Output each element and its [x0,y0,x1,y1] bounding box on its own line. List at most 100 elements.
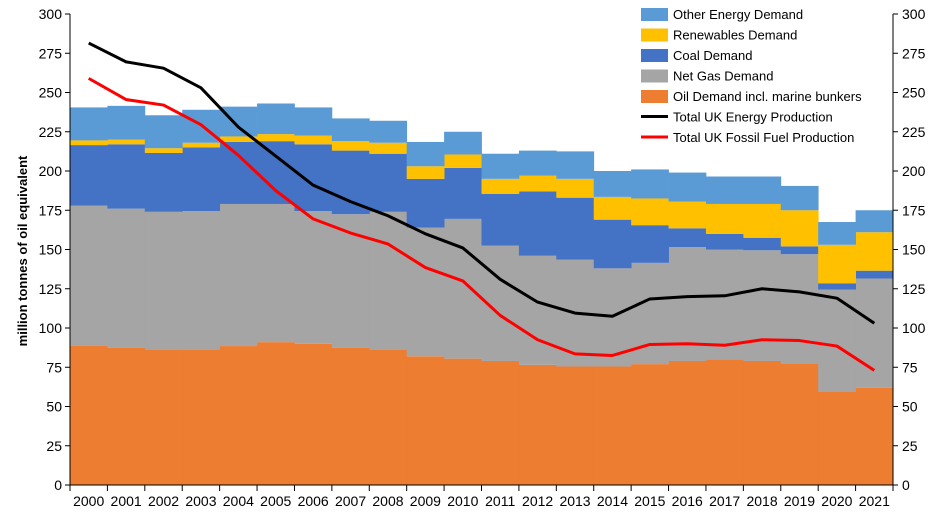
legend-label: Total UK Energy Production [673,110,833,125]
bar-other-energy-demand-2008 [369,120,408,143]
bar-coal-demand-2021 [855,270,894,279]
bar-net-gas-demand-2003 [182,211,221,350]
x-tick-label: 2021 [859,493,890,509]
x-tick-label: 2005 [260,493,291,509]
bar-renewables-demand-2015 [631,198,669,226]
bar-other-energy-demand-2011 [481,153,520,179]
bar-coal-demand-2012 [518,191,557,256]
bar-other-energy-demand-2000 [70,107,108,141]
legend-swatch [641,28,668,42]
series-coal-demand [70,141,894,290]
x-tick-label: 2020 [821,493,852,509]
y-tick-label-left: 300 [39,6,63,22]
bar-renewables-demand-2019 [780,210,819,247]
bar-renewables-demand-2002 [144,148,183,153]
y-tick-label-left: 175 [39,202,63,218]
x-tick-label: 2009 [410,493,441,509]
bar-oil-demand-incl-marine-bunkers-2019 [780,363,819,485]
bar-other-energy-demand-2005 [257,103,295,135]
bar-renewables-demand-2012 [518,175,557,192]
bar-coal-demand-2018 [743,237,782,251]
line-total-uk-energy-production [88,41,876,325]
bar-net-gas-demand-2004 [219,203,258,347]
bar-oil-demand-incl-marine-bunkers-2006 [294,343,333,485]
legend-label: Other Energy Demand [673,7,803,22]
bar-coal-demand-2011 [481,193,520,246]
bar-renewables-demand-2010 [444,154,482,168]
bar-oil-demand-incl-marine-bunkers-2009 [406,356,445,485]
legend-swatch [641,69,668,83]
y-tick-label-right: 125 [902,281,926,297]
bar-renewables-demand-2000 [70,140,108,146]
y-tick-label-left: 125 [39,281,63,297]
x-tick-label: 2004 [223,493,254,509]
bar-renewables-demand-2006 [294,135,333,145]
y-tick-label-right: 50 [902,399,918,415]
bar-other-energy-demand-2012 [518,150,557,176]
legend-swatch [641,49,668,62]
bar-coal-demand-2006 [294,144,333,212]
legend-item-coal-demand: Coal Demand [641,48,753,63]
bar-oil-demand-incl-marine-bunkers-2011 [481,360,520,485]
series-other-energy-demand [70,103,894,245]
bar-oil-demand-incl-marine-bunkers-2015 [631,364,669,485]
bar-oil-demand-incl-marine-bunkers-2002 [144,349,183,485]
legend: Other Energy Demand Renewables Demand Coal… [641,7,862,145]
bar-net-gas-demand-2017 [705,249,744,360]
x-tick-label: 2014 [597,493,628,509]
bar-net-gas-demand-2009 [406,227,445,357]
bar-other-energy-demand-2018 [743,176,782,204]
bar-renewables-demand-2009 [406,166,445,179]
bar-oil-demand-incl-marine-bunkers-2001 [107,347,146,486]
bar-coal-demand-2017 [705,233,744,250]
bar-other-energy-demand-2004 [219,106,258,137]
x-tick-label: 2011 [485,493,515,509]
x-tick-label: 2016 [672,493,703,509]
y-tick-label-left: 25 [46,438,62,454]
bar-coal-demand-2008 [369,153,408,212]
bar-net-gas-demand-2021 [855,278,894,388]
bar-net-gas-demand-2001 [107,208,146,348]
bar-net-gas-demand-2018 [743,250,782,361]
bar-other-energy-demand-2019 [780,185,819,211]
legend-item-renewables-demand: Renewables Demand [641,28,797,43]
bar-oil-demand-incl-marine-bunkers-2000 [70,345,108,485]
bar-other-energy-demand-2007 [331,118,370,142]
y-tick-label-right: 25 [902,438,918,454]
y-tick-label-right: 300 [902,6,926,22]
y-tick-label-right: 75 [902,359,918,375]
x-tick-label: 2003 [185,493,216,509]
legend-item-total-uk-fossil-fuel-production: Total UK Fossil Fuel Production [641,130,854,145]
y-axis-title: million tonnes of oil equivalent [15,155,30,346]
bar-other-energy-demand-2014 [593,171,632,197]
bar-other-energy-demand-2009 [406,141,445,167]
bar-oil-demand-incl-marine-bunkers-2007 [331,347,370,486]
y-tick-label-right: 225 [902,124,926,140]
bar-renewables-demand-2018 [743,203,782,238]
bar-net-gas-demand-2010 [444,218,482,359]
x-tick-label: 2018 [746,493,777,509]
bar-oil-demand-incl-marine-bunkers-2020 [818,391,856,485]
bar-coal-demand-2010 [444,167,482,219]
y-tick-label-left: 225 [39,124,63,140]
bar-coal-demand-2002 [144,152,183,212]
bar-other-energy-demand-2020 [818,222,856,245]
bar-oil-demand-incl-marine-bunkers-2021 [855,387,894,485]
bar-coal-demand-2007 [331,150,370,215]
bar-renewables-demand-2005 [257,134,295,142]
bar-oil-demand-incl-marine-bunkers-2016 [668,360,707,485]
bar-net-gas-demand-2019 [780,254,819,364]
legend-item-net-gas-demand: Net Gas Demand [641,69,773,84]
bar-oil-demand-incl-marine-bunkers-2005 [257,342,295,485]
bar-oil-demand-incl-marine-bunkers-2017 [705,359,744,485]
bar-other-energy-demand-2010 [444,131,482,155]
bar-renewables-demand-2003 [182,142,221,148]
bar-net-gas-demand-2020 [818,289,856,392]
legend-label: Total UK Fossil Fuel Production [673,130,854,145]
bar-net-gas-demand-2012 [518,255,557,365]
y-tick-label-right: 275 [902,45,926,61]
legend-swatch [641,90,668,103]
bar-renewables-demand-2008 [369,142,408,154]
series-renewables-demand [70,134,894,284]
legend-item-oil-demand-incl-marine-bunkers: Oil Demand incl. marine bunkers [641,89,862,104]
